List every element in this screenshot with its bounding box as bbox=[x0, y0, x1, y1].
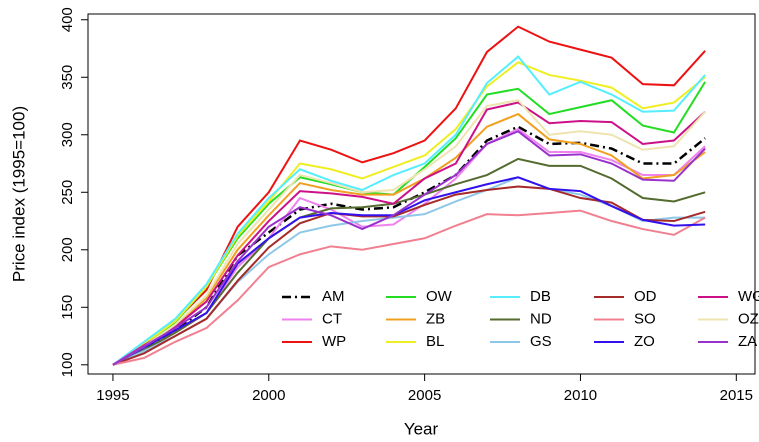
x-tick-label: 1995 bbox=[96, 387, 129, 404]
series-line bbox=[112, 185, 706, 366]
legend-label: ND bbox=[530, 310, 552, 327]
series-line bbox=[112, 157, 706, 366]
x-tick-label: 2015 bbox=[720, 387, 753, 404]
x-tick-label: 2010 bbox=[564, 387, 597, 404]
legend-label: WP bbox=[322, 333, 346, 350]
y-tick-label: 300 bbox=[59, 122, 76, 147]
legend-label: OD bbox=[634, 288, 657, 305]
x-tick-label: 2000 bbox=[252, 387, 285, 404]
legend-label: WG bbox=[738, 288, 759, 305]
series-line bbox=[112, 25, 706, 366]
y-tick-label: 400 bbox=[59, 7, 76, 32]
y-tick-label: 150 bbox=[59, 295, 76, 320]
legend-label: OW bbox=[426, 288, 453, 305]
legend-label: DB bbox=[530, 288, 551, 305]
legend-label: ZA bbox=[738, 333, 757, 350]
legend-label: BL bbox=[426, 333, 444, 350]
legend-label: OZ bbox=[738, 310, 759, 327]
series-line bbox=[112, 112, 706, 366]
x-axis-title: Year bbox=[404, 419, 439, 438]
series-line bbox=[112, 99, 706, 366]
legend-label: ZB bbox=[426, 310, 445, 327]
plot-frame bbox=[87, 13, 756, 375]
series-line bbox=[112, 101, 706, 366]
legend-label: AM bbox=[322, 288, 345, 305]
y-axis-title: Price index (1995=100) bbox=[9, 106, 28, 282]
series-line bbox=[112, 176, 706, 366]
legend-label: SO bbox=[634, 310, 656, 327]
legend-label: CT bbox=[322, 310, 342, 327]
y-tick-label: 250 bbox=[59, 180, 76, 205]
series-line bbox=[112, 130, 706, 366]
legend-label: GS bbox=[530, 333, 552, 350]
y-tick-label: 100 bbox=[59, 352, 76, 377]
y-tick-label: 200 bbox=[59, 237, 76, 262]
legend-label: ZO bbox=[634, 333, 655, 350]
x-tick-label: 2005 bbox=[408, 387, 441, 404]
series-line bbox=[112, 55, 706, 366]
series-line bbox=[112, 61, 706, 366]
y-tick-label: 350 bbox=[59, 65, 76, 90]
series-line bbox=[112, 209, 706, 366]
